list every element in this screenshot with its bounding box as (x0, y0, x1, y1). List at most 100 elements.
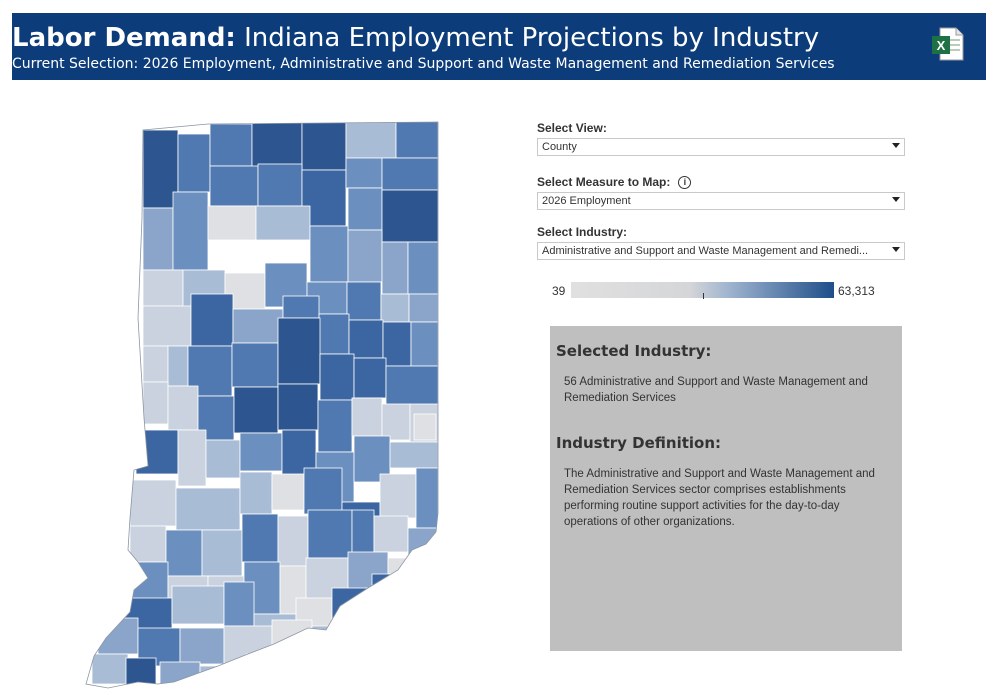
county-shape[interactable] (301, 122, 347, 171)
county-shape[interactable] (331, 587, 373, 627)
county-shape[interactable] (232, 308, 284, 344)
county-shape[interactable] (345, 122, 397, 159)
county-shape[interactable] (347, 229, 383, 283)
county-shape[interactable] (207, 205, 257, 241)
county-shape[interactable] (381, 241, 409, 295)
selected-industry-text: 56 Administrative and Support and Waste … (564, 376, 868, 404)
county-shapes[interactable] (91, 122, 440, 688)
county-shape[interactable] (371, 573, 421, 605)
county-shape[interactable] (382, 321, 412, 367)
title-bold: Labor Demand: (12, 23, 236, 53)
county-shape[interactable] (373, 515, 409, 553)
county-shape[interactable] (379, 473, 417, 519)
county-shape[interactable] (395, 122, 438, 159)
county-shape[interactable] (142, 381, 169, 425)
county-shape[interactable] (223, 625, 273, 667)
county-shape[interactable] (408, 293, 438, 323)
county-shape[interactable] (233, 386, 279, 434)
county-shape[interactable] (209, 123, 253, 167)
indiana-county-map[interactable] (78, 118, 448, 690)
county-shape[interactable] (142, 305, 192, 347)
county-shape[interactable] (199, 665, 247, 687)
select-view-dropdown[interactable]: County (537, 138, 905, 156)
county-shape[interactable] (201, 529, 243, 577)
county-shape[interactable] (97, 617, 139, 655)
county-shape[interactable] (381, 403, 411, 441)
county-shape[interactable] (177, 429, 207, 487)
county-shape[interactable] (347, 551, 389, 593)
county-shape[interactable] (172, 191, 209, 271)
county-shape[interactable] (142, 269, 184, 307)
county-shape[interactable] (351, 397, 383, 437)
county-shape[interactable] (179, 627, 225, 665)
county-shape[interactable] (142, 129, 179, 209)
county-shape[interactable] (241, 513, 279, 563)
county-shape[interactable] (245, 653, 283, 683)
county-shape[interactable] (309, 225, 349, 283)
county-shape[interactable] (277, 383, 319, 431)
county-shape[interactable] (255, 205, 311, 241)
select-measure-dropdown[interactable]: 2026 Employment (537, 192, 905, 210)
county-shape[interactable] (231, 342, 279, 388)
county-shape[interactable] (307, 509, 353, 559)
title-rest: Indiana Employment Projections by Indust… (235, 23, 820, 53)
county-shape[interactable] (209, 165, 259, 207)
excel-file-icon[interactable]: X (930, 26, 966, 62)
county-shape[interactable] (380, 293, 410, 323)
county-shape[interactable] (277, 515, 309, 567)
county-shape[interactable] (318, 313, 350, 355)
county-shape[interactable] (175, 487, 241, 531)
county-shape[interactable] (277, 317, 321, 385)
county-shape[interactable] (281, 647, 319, 681)
county-shape[interactable] (413, 413, 437, 441)
county-shape[interactable] (347, 187, 383, 231)
county-shape[interactable] (171, 585, 225, 625)
county-shape[interactable] (381, 157, 438, 191)
county-shape[interactable] (319, 353, 355, 401)
selected-industry-heading: Selected Industry: (556, 342, 712, 360)
county-shape[interactable] (389, 441, 438, 469)
county-shape[interactable] (167, 345, 189, 387)
county-shape[interactable] (317, 399, 353, 453)
county-shape[interactable] (381, 189, 438, 243)
county-shape[interactable] (167, 385, 199, 431)
county-shape[interactable] (125, 657, 157, 687)
county-shape[interactable] (125, 561, 169, 603)
county-shape[interactable] (142, 345, 169, 383)
legend-tick (703, 293, 704, 299)
county-shape[interactable] (282, 295, 320, 319)
county-shape[interactable] (190, 293, 234, 347)
county-shape[interactable] (415, 467, 438, 529)
county-shape[interactable] (257, 163, 303, 207)
county-shape[interactable] (91, 653, 129, 685)
county-shape[interactable] (205, 439, 241, 479)
color-legend-bar (571, 282, 834, 298)
county-shape[interactable] (410, 321, 438, 367)
county-shape[interactable] (303, 467, 343, 515)
county-shape[interactable] (271, 473, 305, 511)
county-shape[interactable] (223, 581, 255, 627)
county-shape[interactable] (239, 471, 273, 515)
county-shape[interactable] (129, 525, 167, 563)
county-shape[interactable] (348, 319, 384, 359)
county-shape[interactable] (347, 617, 371, 643)
county-shape[interactable] (346, 281, 382, 321)
county-shape[interactable] (353, 357, 387, 399)
county-shape[interactable] (177, 133, 211, 193)
select-industry-value: Administrative and Support and Waste Man… (542, 245, 869, 257)
select-industry-dropdown[interactable]: Administrative and Support and Waste Man… (537, 242, 905, 260)
county-shape[interactable] (345, 157, 383, 189)
county-shape[interactable] (311, 625, 349, 655)
county-shape[interactable] (239, 432, 283, 472)
industry-definition-heading: Industry Definition: (556, 434, 722, 452)
info-icon[interactable]: i (678, 176, 692, 190)
county-shape[interactable] (251, 122, 303, 169)
current-selection-subtitle: Current Selection: 2026 Employment, Admi… (12, 56, 835, 72)
county-shape[interactable] (142, 207, 174, 271)
county-shape[interactable] (129, 479, 177, 527)
county-shape[interactable] (165, 529, 203, 577)
header-banner: Labor Demand: Indiana Employment Project… (12, 13, 986, 80)
county-shape[interactable] (387, 557, 431, 599)
county-shape[interactable] (271, 619, 313, 651)
county-shape[interactable] (407, 241, 438, 295)
